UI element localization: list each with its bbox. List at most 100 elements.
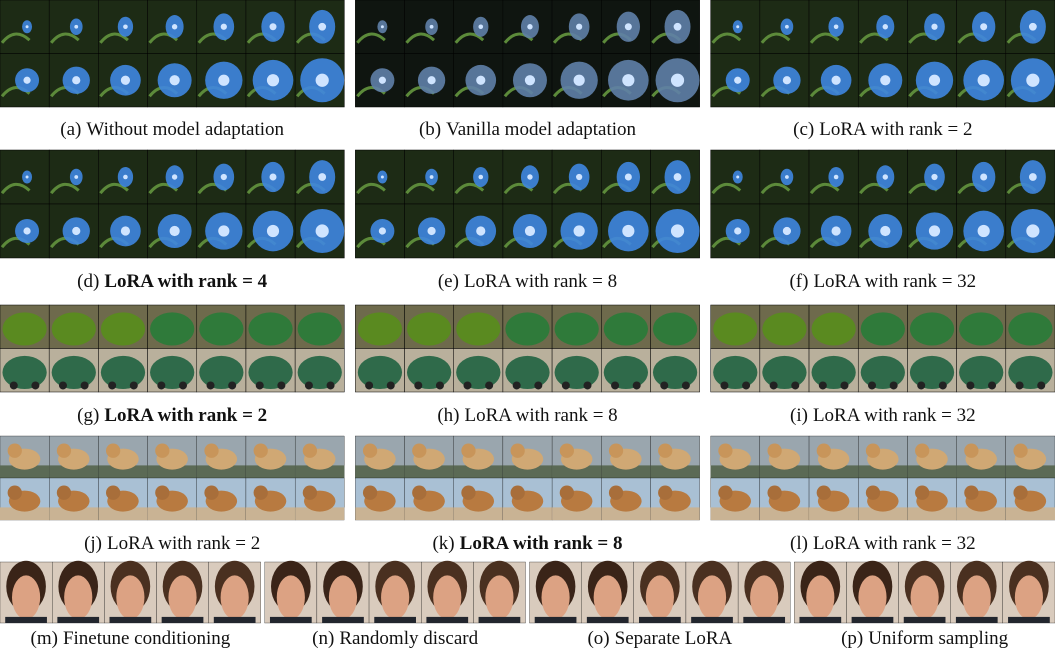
wheel	[534, 381, 542, 389]
wheel	[1037, 381, 1045, 389]
wheel	[720, 381, 728, 389]
flower-center	[1029, 23, 1037, 31]
object	[199, 356, 243, 389]
caption: (c)LoRA with rank = 2	[793, 119, 972, 140]
object	[604, 356, 648, 389]
flower-center	[23, 77, 30, 84]
flower-center	[834, 24, 839, 29]
animal-head	[363, 444, 377, 458]
shoulders	[587, 617, 629, 623]
animal-head	[204, 444, 218, 458]
caption-label: (f)	[789, 271, 808, 292]
animal-head	[915, 444, 929, 458]
flower-center	[574, 75, 585, 86]
flower-center	[832, 226, 841, 235]
panel: (j)LoRA with rank = 2	[0, 436, 344, 554]
object	[861, 312, 905, 345]
flower-center	[379, 77, 386, 84]
flower-center	[318, 173, 326, 181]
shoulders	[374, 617, 416, 623]
flower-center	[476, 226, 485, 235]
caption-text: LoRA with rank = 8	[460, 533, 623, 554]
face	[12, 575, 40, 619]
flower-center	[525, 75, 535, 85]
animal-head	[866, 444, 880, 458]
object	[101, 312, 145, 345]
animal-head	[303, 486, 317, 500]
wheel	[256, 381, 264, 389]
animal-head	[560, 486, 574, 500]
flower-center	[674, 23, 682, 31]
animal-head	[106, 486, 120, 500]
shoulders	[270, 617, 312, 623]
animal-head	[412, 444, 426, 458]
flower-center	[267, 74, 279, 86]
wheel	[791, 381, 799, 389]
flower-center	[883, 24, 888, 29]
object	[407, 312, 451, 345]
flower-center	[527, 174, 532, 179]
object	[358, 312, 402, 345]
panel: (h)LoRA with rank = 8	[355, 305, 699, 426]
object	[298, 356, 342, 389]
flower-center	[26, 25, 29, 28]
face	[64, 575, 92, 619]
object	[52, 312, 96, 345]
flower-center	[671, 74, 684, 87]
animal-head	[1013, 444, 1027, 458]
wheel	[179, 381, 187, 389]
wheel	[890, 381, 898, 389]
caption-text: Vanilla model adaptation	[446, 119, 636, 140]
flower-center	[318, 23, 326, 31]
caption-text: LoRA with rank = 32	[813, 271, 976, 292]
object	[2, 312, 46, 345]
wheel	[682, 381, 690, 389]
object	[101, 356, 145, 389]
animal-head	[609, 444, 623, 458]
caption-text: LoRA with rank = 2	[107, 533, 260, 554]
flower-center	[931, 24, 937, 30]
flower-center	[1026, 74, 1039, 87]
object	[959, 312, 1003, 345]
flower-center	[270, 174, 277, 181]
shoulders	[904, 617, 946, 623]
flower-center	[980, 174, 987, 181]
animal-head	[560, 444, 574, 458]
shoulders	[743, 617, 785, 623]
caption-label: (o)	[587, 628, 609, 649]
animal-head	[817, 444, 831, 458]
animal-head	[412, 486, 426, 500]
shoulders	[852, 617, 894, 623]
caption-label: (b)	[419, 119, 441, 140]
caption: (b)Vanilla model adaptation	[419, 119, 637, 140]
flower-center	[880, 75, 890, 85]
panel: (k)LoRA with rank = 8	[355, 436, 699, 554]
wheel	[742, 381, 750, 389]
panel: (n)Randomly discard	[265, 561, 526, 650]
object	[959, 356, 1003, 389]
caption-text: Finetune conditioning	[63, 628, 231, 649]
shoulders	[535, 617, 577, 623]
object	[407, 356, 451, 389]
wheel	[327, 381, 335, 389]
flower-center	[170, 75, 180, 85]
wheel	[277, 381, 285, 389]
wheel	[10, 381, 18, 389]
caption-text: LoRA with rank = 8	[464, 405, 617, 426]
flower-center	[381, 176, 384, 179]
animal-head	[155, 444, 169, 458]
face	[485, 575, 513, 619]
caption-label: (h)	[437, 405, 459, 426]
object	[762, 312, 806, 345]
shoulders	[956, 617, 998, 623]
wheel	[611, 381, 619, 389]
flower-center	[832, 76, 841, 85]
shoulders	[214, 617, 256, 623]
object	[456, 356, 500, 389]
flower-center	[1029, 173, 1037, 181]
object	[1008, 312, 1052, 345]
wheel	[81, 381, 89, 389]
shoulders	[57, 617, 99, 623]
flower-center	[785, 175, 789, 179]
flower-center	[74, 25, 78, 29]
